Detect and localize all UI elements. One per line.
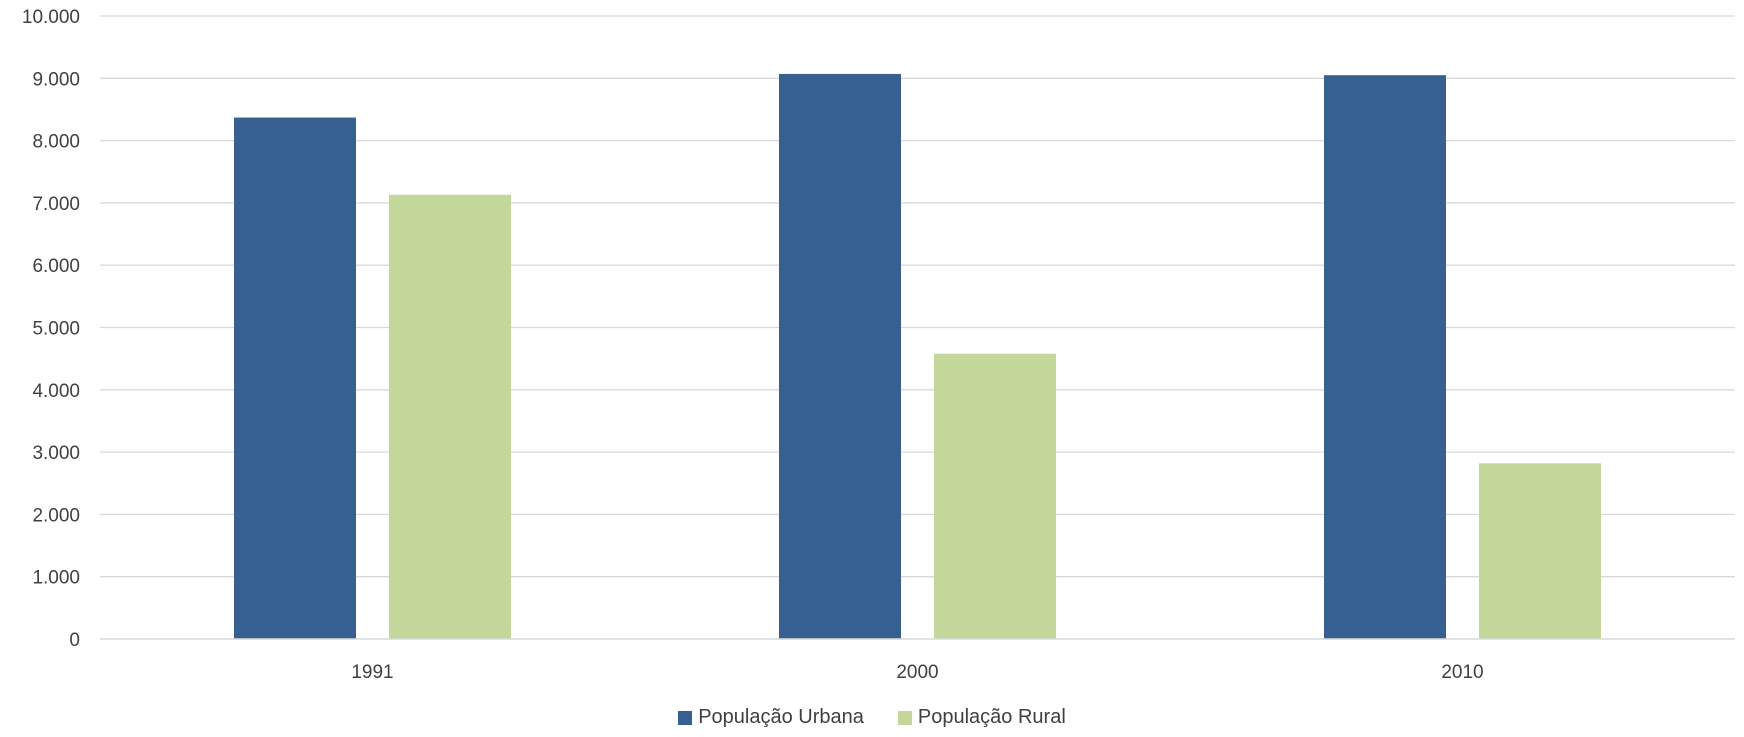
y-tick-label: 1.000 — [32, 568, 80, 589]
bar-rural-2000 — [934, 353, 1056, 639]
x-tick-label: 1991 — [351, 662, 393, 683]
y-tick-label: 10.000 — [22, 7, 80, 28]
legend-swatch-rural — [897, 710, 912, 725]
y-tick-label: 4.000 — [32, 381, 80, 402]
legend-item-urbana: População Urbana — [678, 706, 864, 729]
y-tick-label: 6.000 — [32, 256, 80, 277]
bar-rural-1991 — [389, 194, 511, 639]
legend-label-rural: População Rural — [917, 706, 1066, 728]
bar-rural-2010 — [1479, 463, 1601, 639]
y-tick-label: 2.000 — [32, 505, 80, 526]
legend-label-urbana: População Urbana — [698, 706, 864, 728]
y-tick-label: 8.000 — [32, 132, 80, 153]
legend: População Urbana População Rural — [0, 706, 1744, 729]
y-axis-tick-labels: 0 1.000 2.000 3.000 4.000 5.000 6.000 7.000 8.00… — [22, 7, 80, 651]
legend-swatch-urbana — [678, 710, 693, 725]
bar-urbana-2010 — [1324, 75, 1446, 639]
y-tick-label: 7.000 — [32, 194, 80, 215]
x-tick-label: 2000 — [896, 662, 938, 683]
legend-item-rural: População Rural — [897, 706, 1066, 729]
gridlines — [100, 15, 1735, 578]
bars — [234, 73, 1601, 639]
y-tick-label: 9.000 — [32, 69, 80, 90]
y-tick-label: 3.000 — [32, 443, 80, 464]
y-tick-label: 5.000 — [32, 319, 80, 340]
x-tick-label: 2010 — [1441, 662, 1483, 683]
x-axis-tick-labels: 1991 2000 2010 — [351, 662, 1483, 683]
bar-urbana-2000 — [779, 73, 901, 639]
y-tick-label: 0 — [69, 630, 80, 651]
bar-urbana-1991 — [234, 117, 356, 639]
